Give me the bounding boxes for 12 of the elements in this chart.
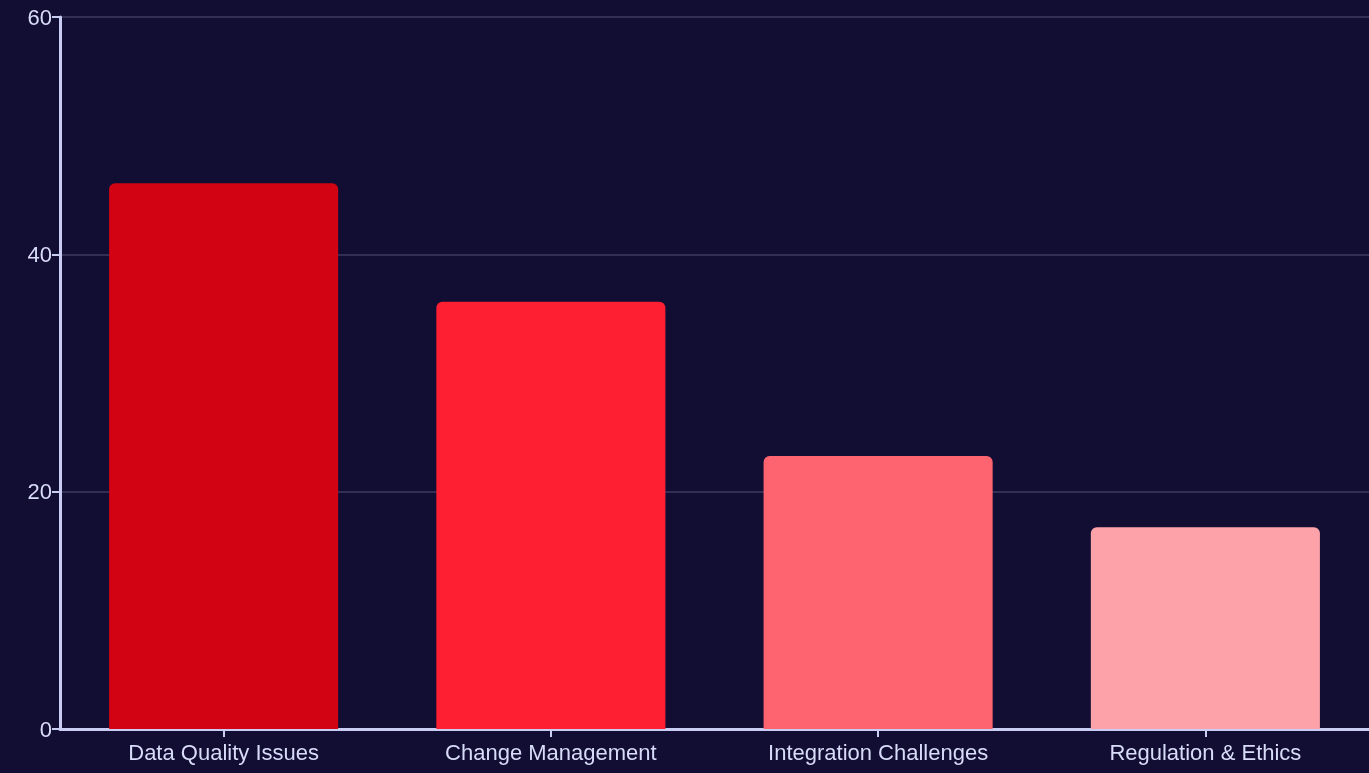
bar	[763, 456, 993, 729]
y-tick-label: 0	[39, 716, 52, 742]
y-tick-label: 40	[27, 241, 52, 267]
x-tick-label: Integration Challenges	[768, 739, 989, 765]
bar	[436, 301, 666, 729]
y-tick-label: 60	[27, 4, 52, 30]
x-tick-label: Regulation & Ethics	[1109, 739, 1302, 765]
x-tick-label: Change Management	[445, 739, 657, 765]
y-tick-label: 20	[27, 479, 52, 505]
bar	[1090, 527, 1320, 729]
bar	[109, 183, 339, 729]
x-tick-label: Data Quality Issues	[128, 739, 319, 765]
